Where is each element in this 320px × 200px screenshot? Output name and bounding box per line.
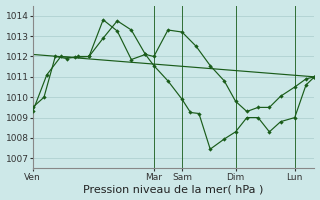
X-axis label: Pression niveau de la mer( hPa ): Pression niveau de la mer( hPa ) bbox=[84, 184, 264, 194]
